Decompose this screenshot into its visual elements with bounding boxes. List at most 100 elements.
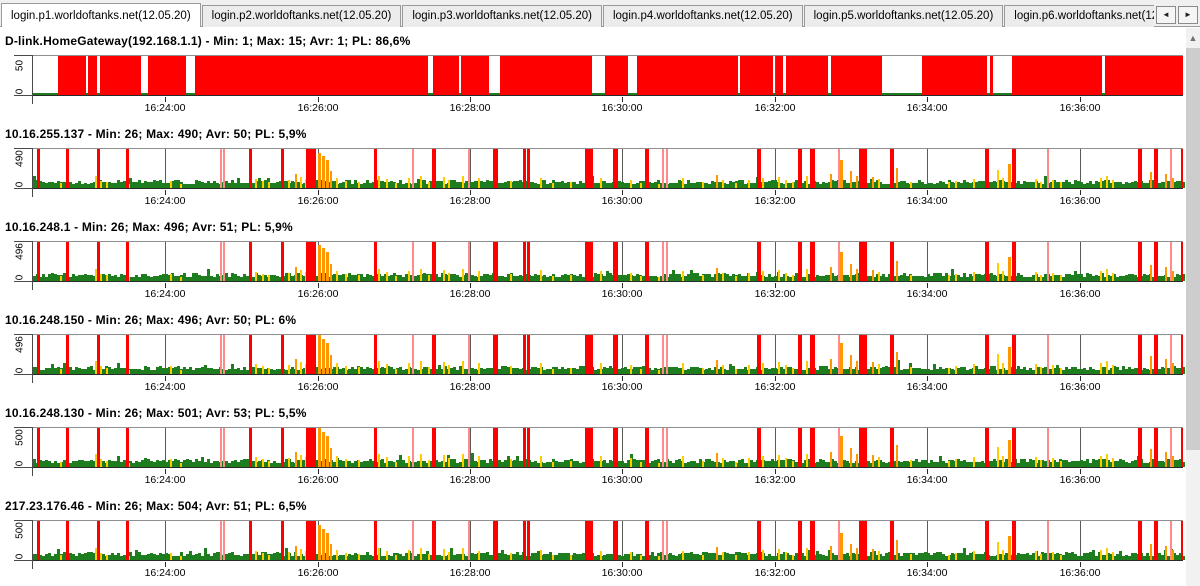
baseline-noise	[441, 368, 444, 374]
packet-loss-bar-light	[838, 149, 840, 188]
baseline-noise	[558, 462, 561, 467]
baseline-noise	[1098, 276, 1101, 281]
baseline-noise	[342, 181, 345, 188]
baseline-noise	[609, 182, 612, 188]
baseline-noise	[198, 367, 201, 374]
tab-scroll-right-button[interactable]: ►	[1178, 6, 1198, 24]
baseline-noise	[156, 459, 159, 467]
vertical-scrollbar[interactable]: ▲	[1186, 28, 1200, 586]
baseline-noise	[834, 366, 837, 374]
tab-login-p5[interactable]: login.p5.worldoftanks.net(12.05.20)	[803, 5, 1004, 27]
baseline-noise	[939, 367, 942, 374]
baseline-noise	[279, 553, 282, 560]
latency-spike	[806, 453, 808, 467]
packet-loss-bar	[1181, 521, 1183, 560]
baseline-noise	[603, 275, 606, 281]
chart-plot[interactable]: 490 0	[14, 148, 1185, 197]
y-axis-zero-tick	[14, 560, 33, 561]
scrollbar-up-icon[interactable]: ▲	[1188, 33, 1198, 43]
baseline-noise	[753, 462, 756, 467]
tab-login-p6[interactable]: login.p6.worldoftanks.net(12.05.20)	[1004, 5, 1154, 27]
tab-login-p3[interactable]: login.p3.worldoftanks.net(12.05.20)	[402, 5, 602, 27]
baseline-noise	[1143, 462, 1146, 467]
chart-plot[interactable]: 496 0	[14, 241, 1185, 290]
tab-scroll-left-button[interactable]: ◄	[1156, 6, 1176, 24]
packet-loss-bar	[432, 242, 436, 281]
baseline-noise	[627, 459, 630, 467]
time-gridline	[622, 149, 623, 188]
latency-spike	[408, 550, 410, 560]
latency-spike	[1106, 548, 1108, 560]
baseline-noise	[513, 460, 516, 467]
latency-spike	[540, 549, 542, 560]
baseline-noise	[456, 462, 459, 467]
baseline-noise	[234, 183, 237, 188]
time-tick-label: 16:34:00	[906, 288, 948, 300]
baseline-noise	[672, 462, 675, 467]
y-axis-line	[32, 148, 33, 197]
baseline-noise	[108, 459, 111, 467]
baseline-noise	[393, 273, 396, 281]
chart-plot[interactable]: 500 0	[14, 520, 1185, 569]
packet-loss-bar	[859, 428, 867, 467]
baseline-noise	[276, 182, 279, 188]
latency-spike	[295, 358, 297, 374]
chart-plot[interactable]: 496 0	[14, 334, 1185, 383]
tab-login-p1[interactable]: login.p1.worldoftanks.net(12.05.20)	[1, 3, 201, 27]
latency-spike	[180, 276, 182, 281]
baseline-noise	[483, 369, 486, 374]
baseline-noise	[726, 369, 729, 374]
baseline-noise	[1050, 368, 1053, 374]
baseline-noise	[456, 275, 459, 281]
baseline-noise	[207, 553, 210, 560]
baseline-noise	[405, 183, 408, 188]
latency-spike	[295, 546, 297, 560]
baseline-noise	[711, 276, 714, 281]
latency-spike	[268, 554, 270, 560]
baseline-noise	[156, 555, 159, 560]
baseline-noise	[348, 273, 351, 281]
baseline-noise	[75, 366, 78, 374]
baseline-noise	[1074, 461, 1077, 467]
baseline-noise	[831, 180, 834, 188]
latency-spike	[408, 178, 410, 188]
packet-loss-bar	[281, 428, 284, 467]
baseline-noise	[351, 275, 354, 281]
baseline-noise	[534, 274, 537, 281]
baseline-noise	[942, 460, 945, 467]
chart-plot[interactable]: 500 0	[14, 427, 1185, 476]
latency-spike	[95, 176, 97, 188]
baseline-noise	[1017, 462, 1020, 467]
packet-loss-bar-light	[666, 242, 668, 281]
latency-spike	[570, 460, 572, 467]
latency-spike	[762, 455, 764, 467]
baseline-noise	[549, 276, 552, 281]
latency-spike	[1052, 365, 1054, 374]
baseline-noise	[831, 369, 834, 374]
baseline-noise	[768, 181, 771, 188]
latency-spike	[1150, 356, 1152, 374]
time-tick-mark	[470, 469, 471, 474]
time-tick-label: 16:30:00	[601, 288, 643, 300]
baseline-noise	[264, 275, 267, 281]
latency-spike	[872, 549, 874, 560]
latency-spike	[510, 180, 512, 188]
baseline-noise	[708, 552, 711, 560]
tab-login-p2[interactable]: login.p2.worldoftanks.net(12.05.20)	[201, 5, 402, 27]
baseline-noise	[45, 554, 48, 560]
scrollbar-thumb[interactable]	[1186, 48, 1200, 450]
baseline-noise	[804, 460, 807, 467]
baseline-noise	[768, 460, 771, 467]
baseline-noise	[516, 276, 519, 281]
chart-plot[interactable]: 50 0	[14, 55, 1183, 104]
baseline-noise	[654, 459, 657, 467]
baseline-noise	[264, 369, 267, 374]
time-tick-label: 16:34:00	[906, 102, 948, 114]
baseline-noise	[654, 275, 657, 281]
packet-loss-block	[1105, 56, 1183, 95]
latency-spike	[1008, 347, 1011, 374]
baseline-noise	[663, 183, 666, 188]
latency-spike	[106, 182, 108, 188]
tab-login-p4[interactable]: login.p4.worldoftanks.net(12.05.20)	[602, 5, 803, 27]
baseline-noise	[1095, 369, 1098, 374]
